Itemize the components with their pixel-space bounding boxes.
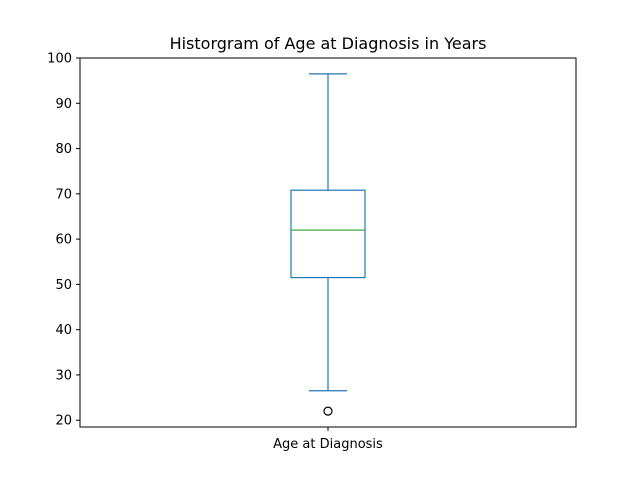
y-tick-label: 100 [47, 52, 72, 67]
interquartile-box [290, 189, 366, 279]
chart-title: Historgram of Age at Diagnosis in Years [170, 34, 487, 53]
y-tick-label: 80 [55, 142, 72, 157]
y-tick-label: 30 [55, 368, 72, 383]
plot-area [290, 73, 366, 416]
x-axis: Age at Diagnosis [273, 427, 383, 452]
x-tick-label: Age at Diagnosis [273, 437, 383, 452]
y-tick-label: 90 [55, 97, 72, 112]
y-axis: 20 30 40 50 60 70 80 90 100 [47, 52, 80, 429]
y-tick-label: 50 [55, 278, 72, 293]
outlier-point [323, 406, 333, 416]
y-tick-label: 60 [55, 233, 72, 248]
y-tick-label: 40 [55, 323, 72, 338]
y-tick-label: 20 [55, 414, 72, 429]
y-tick-label: 70 [55, 187, 72, 202]
